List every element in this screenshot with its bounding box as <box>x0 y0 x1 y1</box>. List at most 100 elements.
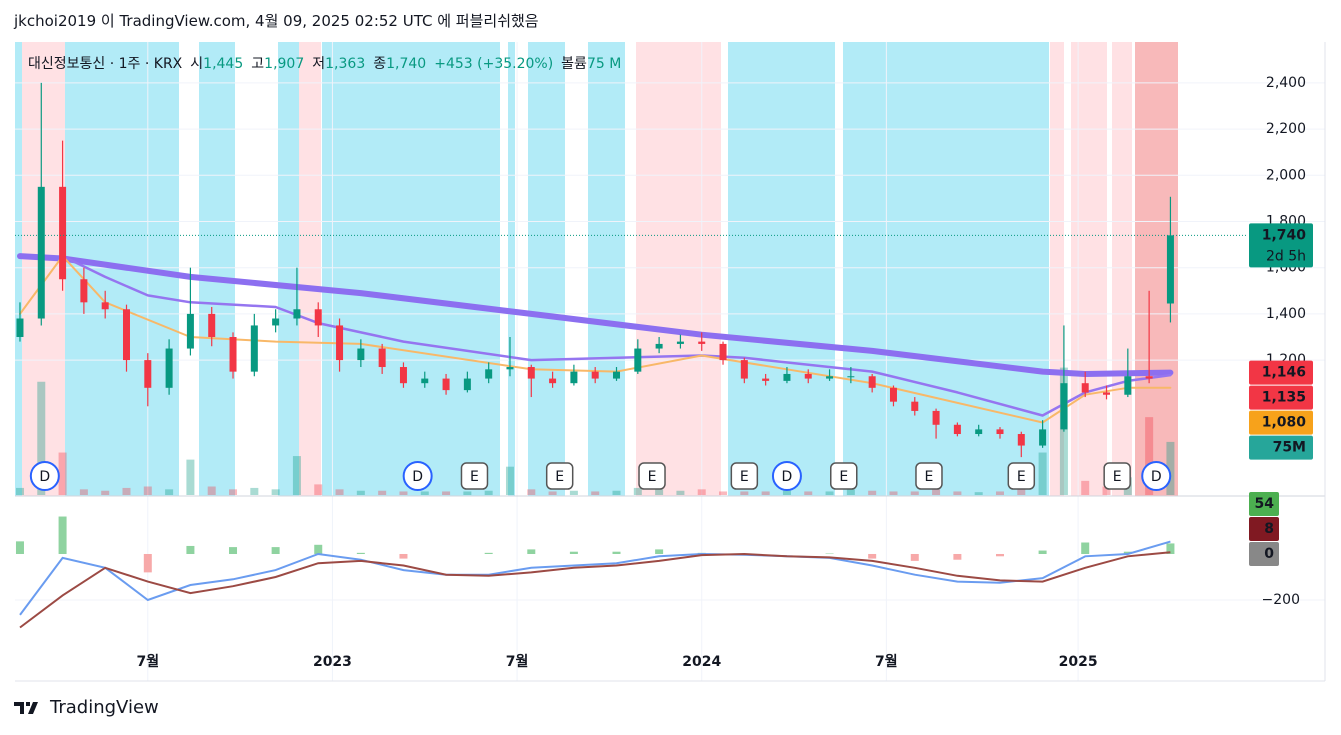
macd-histogram <box>655 549 664 554</box>
volume-bar <box>633 487 642 495</box>
macd-badge <box>1249 491 1279 516</box>
candle-body <box>37 186 45 319</box>
event-marker <box>830 462 858 490</box>
candle-body <box>719 343 727 361</box>
macd-histogram <box>15 541 24 554</box>
macd-histogram <box>612 551 621 554</box>
candle-body <box>655 343 663 349</box>
candle-body <box>1166 235 1174 304</box>
macd-histogram <box>910 553 919 561</box>
event-label: E <box>470 469 479 485</box>
candle-body <box>804 373 812 379</box>
candle-body <box>1103 392 1111 395</box>
x-tick-label: 7월 <box>136 653 159 670</box>
candle-body <box>783 373 791 381</box>
volume-bar <box>58 452 67 495</box>
event-marker <box>1007 462 1036 490</box>
event-label: D <box>782 469 793 485</box>
macd-histogram <box>186 545 195 554</box>
candle-body <box>549 378 557 384</box>
volume-bar <box>165 489 174 495</box>
volume-bar <box>15 487 24 495</box>
volume-bar <box>676 490 685 495</box>
macd-badge <box>1249 541 1279 566</box>
price-badge <box>1249 385 1313 410</box>
event-marker <box>1141 461 1172 491</box>
x-tick-label: 2024 <box>682 654 721 670</box>
legend-key: 종 <box>373 56 387 72</box>
candle-body <box>911 401 919 411</box>
volume-bar <box>782 490 791 495</box>
candle-body <box>1124 376 1132 395</box>
volume-bar <box>37 381 46 495</box>
macd-badge <box>1249 516 1279 541</box>
macd-badge-label: 0 <box>1264 546 1274 562</box>
x-tick-label: 2025 <box>1059 654 1098 670</box>
candle-body <box>463 378 471 391</box>
volume-bar <box>846 489 855 495</box>
volume-bar <box>79 489 88 495</box>
volume-bar <box>484 490 493 495</box>
price-badge-label: 1,135 <box>1262 390 1306 406</box>
volume-bar <box>186 459 195 495</box>
candle-body <box>442 378 450 391</box>
volume-bar <box>143 486 152 495</box>
brand: TradingView <box>14 697 159 718</box>
volume-bar <box>463 491 472 495</box>
volume-bar <box>1017 486 1026 495</box>
candle-body <box>485 369 493 379</box>
candle-body <box>208 313 216 337</box>
candle-body <box>613 371 621 379</box>
candle-body <box>293 309 301 319</box>
macd-histogram <box>399 553 408 559</box>
legend-key: 시 <box>190 56 204 72</box>
volume-bar <box>655 489 664 495</box>
candle-body <box>314 309 322 326</box>
volume-bar <box>505 466 514 495</box>
candle-body <box>975 429 983 435</box>
candle-body <box>676 341 684 344</box>
candle-body <box>1081 383 1089 393</box>
event-marker <box>771 461 802 491</box>
volume-bar <box>356 490 365 495</box>
brand-name: TradingView <box>50 697 159 718</box>
candle-body <box>378 348 386 368</box>
event-marker <box>545 462 574 490</box>
price-badge <box>1249 410 1313 435</box>
legend-value: 1,907 <box>264 56 305 72</box>
event-label: E <box>648 469 657 485</box>
event-marker <box>638 462 666 490</box>
legend-value: +453 (+35.20%) <box>434 56 554 72</box>
volume-bar <box>740 491 749 495</box>
event-marker <box>730 462 759 490</box>
event-marker <box>402 461 433 491</box>
volume-bar <box>761 491 770 495</box>
symbol: 대신정보통신 · 1주 · KRX <box>28 56 183 72</box>
volume-bar <box>697 489 706 495</box>
candle-body <box>336 325 344 361</box>
macd-badge-label: 8 <box>1264 521 1274 537</box>
volume-bar <box>804 491 813 495</box>
volume-bar <box>271 489 280 495</box>
macd-histogram <box>1166 543 1175 554</box>
volume-bar <box>314 484 323 495</box>
x-tick-label: 2023 <box>313 654 352 670</box>
volume-bar <box>335 489 344 495</box>
volume-bar <box>868 490 877 495</box>
candle-body <box>250 325 258 372</box>
candle-body <box>868 376 876 388</box>
event-label: D <box>39 469 50 485</box>
macd-histogram <box>356 552 365 554</box>
volume-bar <box>122 487 131 495</box>
candle-body <box>634 348 642 372</box>
volume-bar <box>229 489 238 495</box>
candle-body <box>1060 383 1068 430</box>
candle-body <box>847 376 855 378</box>
volume-bar <box>612 490 621 495</box>
candle-body <box>59 186 67 280</box>
volume-bar <box>1145 417 1154 495</box>
volume-bar <box>378 490 387 495</box>
candle-body <box>527 367 535 379</box>
volume-bar <box>995 491 1004 495</box>
